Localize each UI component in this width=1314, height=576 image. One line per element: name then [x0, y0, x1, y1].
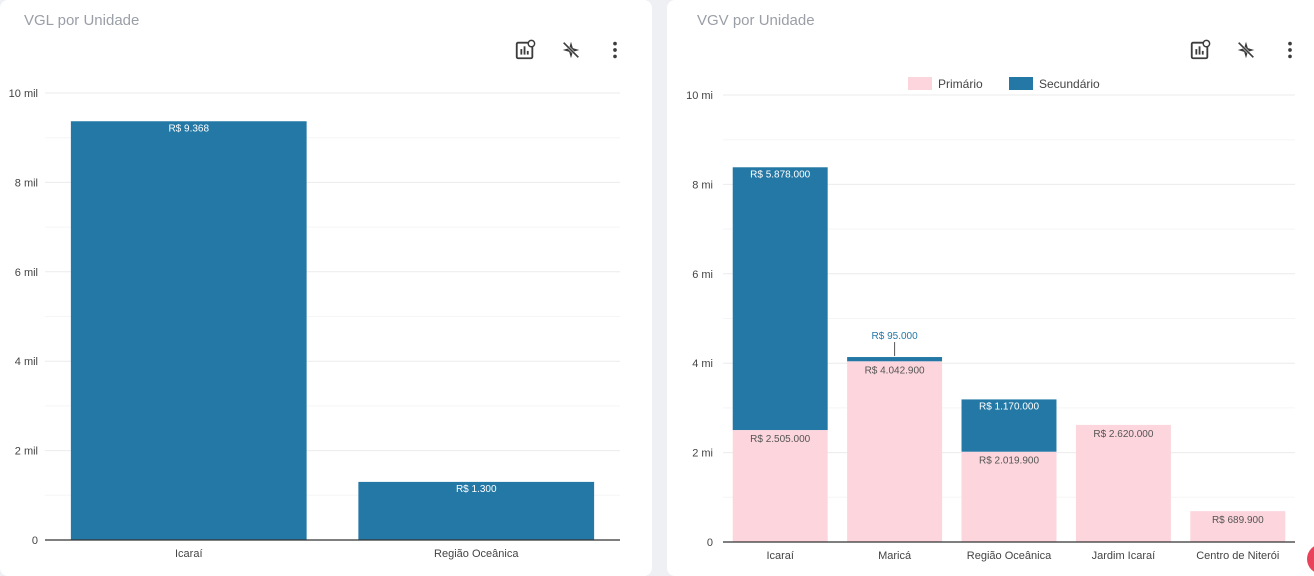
bar-secundario	[961, 399, 1057, 452]
legend-swatch	[908, 77, 932, 90]
data-label-primario: R$ 4.042.900	[865, 365, 925, 376]
legend-swatch	[1009, 77, 1033, 90]
bar-primario	[732, 430, 828, 542]
data-label-secundario: R$ 1.170.000	[979, 401, 1039, 412]
data-label: R$ 1.300	[456, 484, 497, 495]
bar-primario	[1190, 511, 1286, 542]
vgv-card: VGV por Unidade 0 2 mi 4 mi 6 mi 8 mi 10 mi Pr…	[667, 0, 1314, 576]
bar-secundario	[847, 357, 943, 362]
bar-secundario	[732, 167, 828, 431]
x-tick-label: Icaraí	[175, 548, 203, 560]
y-tick-label: 8 mi	[692, 179, 713, 191]
data-label-primario: R$ 2.620.000	[1093, 429, 1153, 440]
bar-chart-settings-icon[interactable]	[1187, 38, 1213, 62]
y-tick-label: 10 mil	[9, 88, 38, 100]
vgv-chart: 0 2 mi 4 mi 6 mi 8 mi 10 mi Primário Secundário…	[686, 77, 1295, 562]
vgl-card: VGL por Unidade 0 2 mil 4 mil 6 mil 8 mil 10 …	[0, 0, 652, 576]
more-vert-icon[interactable]	[1277, 38, 1303, 62]
vgl-chart: 0 2 mil 4 mil 6 mil 8 mil 10 mil R$ 9.368 Icara…	[9, 88, 620, 560]
legend-label: Primário	[938, 77, 983, 91]
y-tick-label: 4 mil	[15, 356, 38, 368]
data-label-primario: R$ 2.019.900	[979, 456, 1039, 467]
data-label: R$ 9.368	[168, 123, 209, 134]
y-tick-label: 0	[707, 537, 713, 549]
y-tick-label: 8 mil	[15, 177, 38, 189]
data-label-secundario: R$ 95.000	[872, 331, 919, 342]
x-tick-label: Região Oceânica	[434, 548, 519, 560]
x-tick-label: Jardim Icaraí	[1092, 550, 1156, 562]
x-tick-label: Região Oceânica	[967, 550, 1052, 562]
data-label-secundario: R$ 5.878.000	[750, 169, 810, 180]
corner-badge[interactable]	[1307, 544, 1314, 574]
y-tick-label: 4 mi	[692, 358, 713, 370]
bar-primario	[961, 451, 1057, 542]
vgv-chart-title: VGV por Unidade	[697, 12, 815, 29]
y-tick-label: 0	[32, 535, 38, 547]
y-tick-label: 2 mil	[15, 446, 38, 458]
y-tick-label: 6 mi	[692, 269, 713, 281]
explore-disabled-icon[interactable]	[558, 38, 584, 62]
x-tick-label: Maricá	[878, 550, 912, 562]
bar	[358, 481, 595, 540]
more-vert-icon[interactable]	[602, 38, 628, 62]
vgl-chart-title: VGL por Unidade	[24, 12, 140, 29]
bar-primario	[847, 361, 943, 542]
x-tick-label: Icaraí	[766, 550, 794, 562]
legend-label: Secundário	[1039, 77, 1100, 91]
data-label-primario: R$ 689.900	[1212, 515, 1264, 526]
y-tick-label: 6 mil	[15, 267, 38, 279]
bar	[70, 121, 307, 540]
x-tick-label: Centro de Niterói	[1196, 550, 1279, 562]
y-tick-label: 10 mi	[686, 90, 713, 102]
explore-disabled-icon[interactable]	[1233, 38, 1259, 62]
bar-chart-settings-icon[interactable]	[512, 38, 538, 62]
bar-primario	[1075, 424, 1171, 542]
y-tick-label: 2 mi	[692, 448, 713, 460]
data-label-primario: R$ 2.505.000	[750, 434, 810, 445]
